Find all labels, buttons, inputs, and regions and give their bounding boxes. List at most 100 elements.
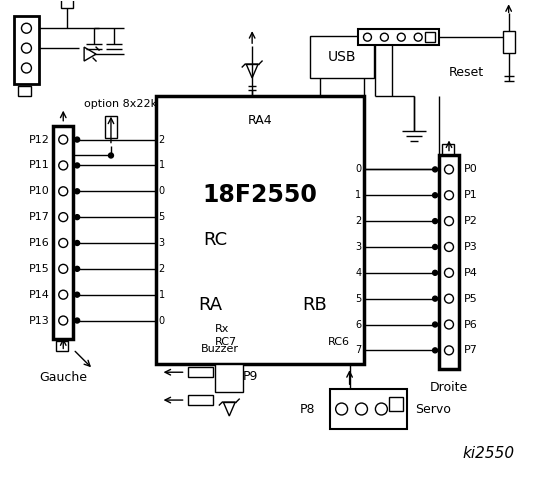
Text: 4: 4	[356, 268, 362, 278]
Text: P1: P1	[464, 190, 478, 200]
Circle shape	[432, 348, 437, 353]
Circle shape	[445, 216, 453, 226]
Bar	[187, 367, 213, 377]
Text: 2: 2	[159, 134, 165, 144]
Bar	[18, 86, 32, 96]
Text: Rx: Rx	[215, 324, 229, 335]
Circle shape	[22, 63, 32, 73]
Text: Servo: Servo	[415, 403, 451, 416]
Circle shape	[59, 264, 67, 273]
Circle shape	[432, 296, 437, 301]
Text: 2: 2	[159, 264, 165, 274]
Circle shape	[75, 318, 80, 323]
Text: 5: 5	[355, 294, 362, 304]
Text: 0: 0	[159, 186, 165, 196]
Text: 7: 7	[355, 345, 362, 355]
Circle shape	[445, 268, 453, 277]
Text: RC: RC	[204, 231, 227, 249]
Bar	[358, 29, 439, 45]
Text: P12: P12	[28, 134, 49, 144]
Text: 0: 0	[356, 165, 362, 174]
Text: 18F2550: 18F2550	[202, 183, 317, 207]
Text: P11: P11	[29, 160, 49, 170]
Circle shape	[75, 240, 80, 245]
Circle shape	[336, 403, 348, 415]
Circle shape	[59, 187, 67, 196]
Text: 3: 3	[356, 242, 362, 252]
Text: P2: P2	[464, 216, 478, 226]
Circle shape	[380, 33, 388, 41]
Text: RA: RA	[199, 296, 222, 313]
Text: P0: P0	[464, 165, 478, 174]
Text: 1: 1	[159, 160, 165, 170]
Circle shape	[75, 266, 80, 271]
Text: 0: 0	[159, 315, 165, 325]
Circle shape	[432, 167, 437, 172]
Polygon shape	[223, 402, 235, 416]
Text: USB: USB	[327, 50, 356, 64]
Circle shape	[75, 163, 80, 168]
Circle shape	[22, 43, 32, 53]
Bar	[187, 395, 213, 405]
Text: Reset: Reset	[448, 66, 484, 80]
Circle shape	[432, 270, 437, 276]
Circle shape	[445, 294, 453, 303]
Text: 6: 6	[356, 320, 362, 329]
Circle shape	[59, 213, 67, 222]
Text: 1: 1	[159, 290, 165, 300]
Text: 5: 5	[159, 212, 165, 222]
Text: P9: P9	[242, 370, 258, 383]
Circle shape	[59, 290, 67, 299]
Text: P4: P4	[464, 268, 478, 278]
Circle shape	[432, 193, 437, 198]
Circle shape	[75, 215, 80, 220]
Circle shape	[59, 239, 67, 248]
Bar	[53, 126, 73, 339]
Circle shape	[445, 165, 453, 174]
Bar	[425, 32, 435, 42]
Text: P13: P13	[29, 315, 49, 325]
Circle shape	[75, 189, 80, 194]
Text: RA4: RA4	[248, 114, 273, 127]
Text: P3: P3	[464, 242, 478, 252]
Circle shape	[108, 153, 113, 158]
Circle shape	[397, 33, 405, 41]
Text: option 8x22k: option 8x22k	[85, 99, 158, 109]
Bar	[389, 397, 403, 411]
Circle shape	[59, 135, 67, 144]
Text: P6: P6	[464, 320, 478, 329]
Bar	[503, 31, 515, 53]
Text: P14: P14	[28, 290, 49, 300]
Circle shape	[414, 33, 422, 41]
Circle shape	[432, 218, 437, 224]
Text: P17: P17	[28, 212, 49, 222]
Circle shape	[75, 292, 80, 297]
Bar	[330, 389, 407, 429]
Polygon shape	[84, 47, 96, 61]
Bar	[105, 116, 117, 138]
Polygon shape	[246, 64, 258, 78]
Circle shape	[432, 244, 437, 250]
Text: P10: P10	[29, 186, 49, 196]
Circle shape	[432, 322, 437, 327]
Circle shape	[356, 403, 368, 415]
Text: Gauche: Gauche	[39, 371, 87, 384]
Circle shape	[445, 242, 453, 252]
Text: P8: P8	[299, 403, 315, 416]
Circle shape	[59, 316, 67, 325]
Text: RC6: RC6	[327, 337, 349, 348]
Text: 2: 2	[355, 216, 362, 226]
Text: P15: P15	[29, 264, 49, 274]
Bar	[156, 96, 364, 364]
Text: P7: P7	[464, 345, 478, 355]
Text: ki2550: ki2550	[463, 446, 515, 461]
Circle shape	[59, 161, 67, 170]
Bar	[13, 16, 39, 84]
Text: RB: RB	[302, 296, 327, 313]
Circle shape	[375, 403, 387, 415]
Text: P5: P5	[464, 294, 478, 304]
Bar	[439, 156, 459, 369]
Bar	[310, 36, 374, 78]
Circle shape	[363, 33, 372, 41]
Circle shape	[445, 191, 453, 200]
